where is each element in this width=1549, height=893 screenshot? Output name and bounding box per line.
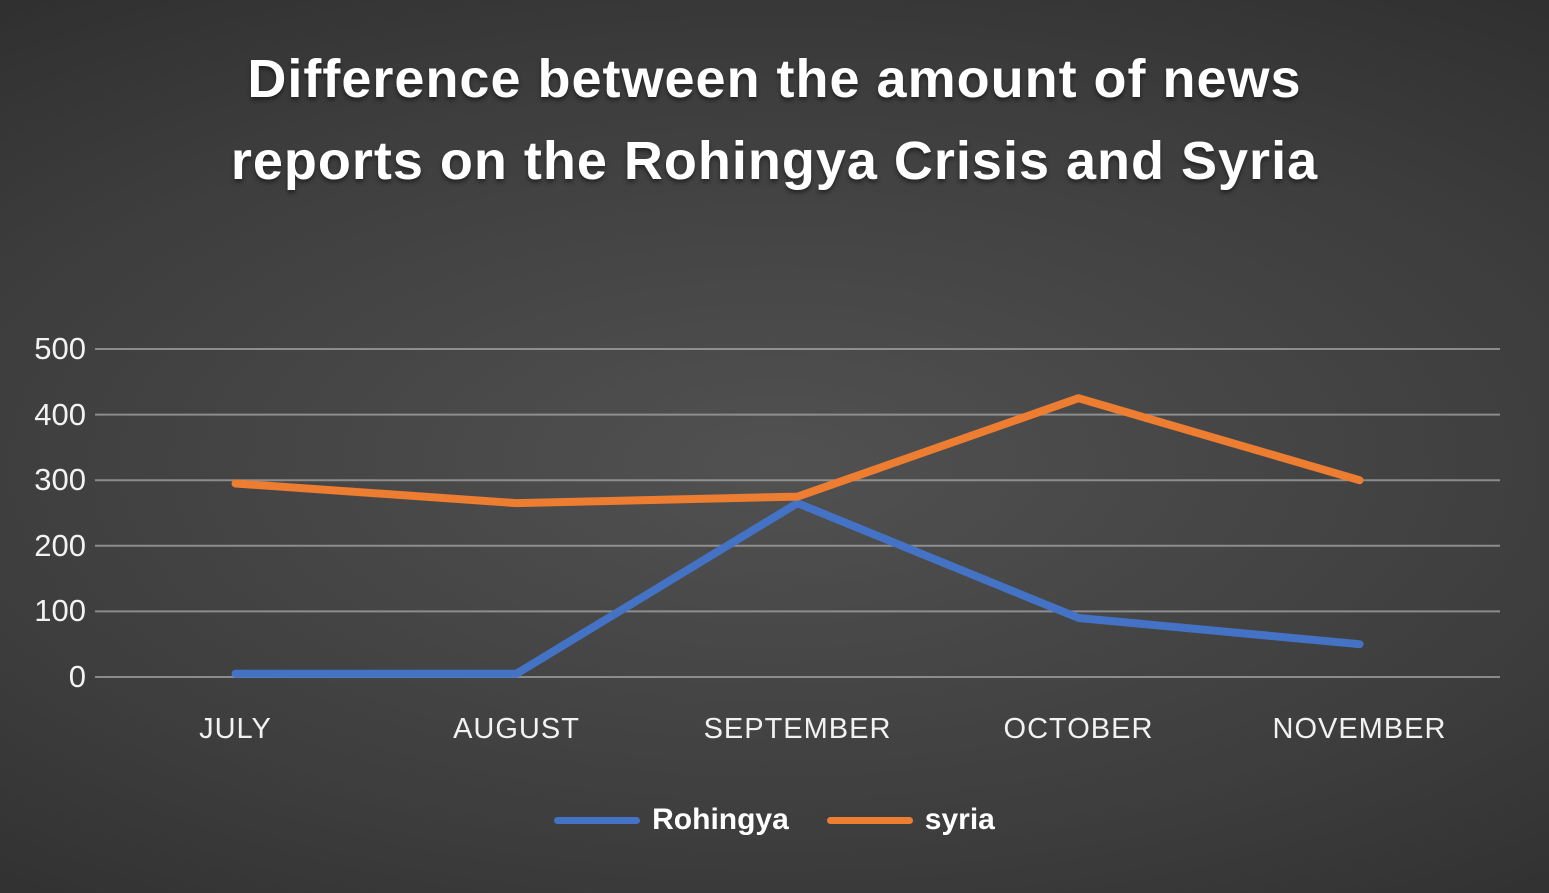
x-axis-category-label: OCTOBER: [1003, 713, 1154, 745]
legend: Rohingya syria: [0, 803, 1549, 837]
x-axis-category-label: AUGUST: [453, 713, 580, 745]
chart-title: Difference between the amount of news re…: [230, 49, 1319, 192]
x-axis-category-label: SEPTEMBER: [703, 713, 892, 745]
x-axis-category-label: JULY: [199, 713, 272, 745]
legend-item-syria: syria: [826, 803, 995, 837]
legend-item-rohingya: Rohingya: [554, 803, 789, 837]
y-axis-tick-label: 400: [34, 396, 86, 432]
y-axis-tick-label: 100: [34, 593, 86, 629]
legend-label-syria: syria: [924, 803, 995, 836]
y-axis-tick-label: 0: [68, 659, 86, 694]
y-axis-tick-label: 500: [34, 331, 86, 366]
x-axis-category-label: NOVEMBER: [1272, 713, 1447, 745]
series-line-rohingya: [231, 499, 1364, 678]
y-axis-tick-label: 300: [34, 462, 86, 498]
series-line-syria: [231, 394, 1364, 508]
legend-label-rohingya: Rohingya: [652, 803, 789, 836]
legend-swatch-rohingya: [554, 816, 641, 824]
legend-swatch-syria: [826, 816, 913, 824]
y-axis-tick-label: 200: [34, 527, 86, 563]
